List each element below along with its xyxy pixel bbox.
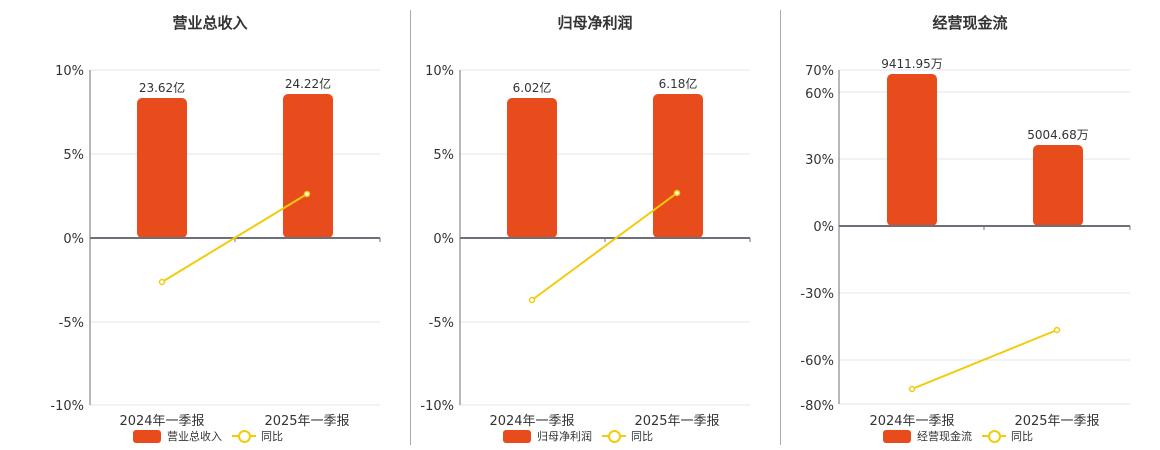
- panel-divider: [410, 10, 411, 445]
- svg-text:2025年一季报: 2025年一季报: [1014, 414, 1099, 429]
- bar: [653, 94, 703, 238]
- svg-text:-10%: -10%: [420, 399, 454, 414]
- svg-text:0%: 0%: [813, 220, 834, 235]
- svg-text:10%: 10%: [425, 64, 454, 79]
- chart-plot: 10% 5% 0% -5% -10% 23.62亿 24.22亿 2024年一季…: [50, 64, 381, 429]
- bar: [283, 94, 333, 238]
- svg-text:24.22亿: 24.22亿: [285, 76, 331, 91]
- legend-line-label[interactable]: 同比: [1011, 430, 1033, 443]
- legend-bar-label[interactable]: 经营现金流: [917, 430, 972, 443]
- svg-text:10%: 10%: [55, 64, 84, 79]
- legend-line-label[interactable]: 同比: [261, 430, 283, 443]
- legend-bar-label[interactable]: 归母净利润: [537, 430, 592, 443]
- svg-text:6.18亿: 6.18亿: [659, 76, 698, 91]
- svg-text:2024年一季报: 2024年一季报: [869, 414, 954, 429]
- legend-bar-swatch[interactable]: [133, 429, 161, 443]
- chart-plot: 70% 60% 30% 0% -30% -60% -80% 9411.95万 5…: [800, 57, 1131, 429]
- svg-text:2024年一季报: 2024年一季报: [119, 414, 204, 429]
- chart-title: 归母净利润: [557, 14, 633, 32]
- chart-panel-revenue: 营业总收入 10% 5% 0% -5% -10% 23.62亿 24.22亿 2…: [0, 0, 410, 450]
- chart-plot: 10% 5% 0% -5% -10% 6.02亿 6.18亿 2024年一季报 …: [420, 64, 751, 429]
- legend-line-icon[interactable]: [982, 430, 1006, 443]
- svg-text:-5%: -5%: [429, 316, 454, 331]
- svg-text:-80%: -80%: [800, 399, 834, 414]
- svg-text:-60%: -60%: [800, 354, 834, 369]
- bar: [1033, 145, 1083, 226]
- legend: 经营现金流 同比: [883, 428, 1033, 444]
- panel-divider: [780, 10, 781, 445]
- svg-text:2024年一季报: 2024年一季报: [489, 414, 574, 429]
- svg-text:60%: 60%: [805, 87, 834, 102]
- chart-title: 营业总收入: [172, 14, 248, 32]
- svg-text:9411.95万: 9411.95万: [881, 57, 943, 71]
- svg-text:6.02亿: 6.02亿: [513, 80, 552, 95]
- chart-panel-net-profit: 归母净利润 10% 5% 0% -5% -10% 6.02亿 6.18亿 202…: [410, 0, 780, 450]
- svg-text:-5%: -5%: [59, 316, 84, 331]
- bar: [887, 74, 937, 226]
- svg-text:5%: 5%: [63, 148, 84, 163]
- legend-line-icon[interactable]: [602, 430, 626, 443]
- legend-bar-label[interactable]: 营业总收入: [167, 430, 222, 443]
- legend-line-label[interactable]: 同比: [631, 430, 653, 443]
- svg-text:70%: 70%: [805, 64, 834, 79]
- chart-title: 经营现金流: [932, 14, 1008, 32]
- legend: 营业总收入 同比: [133, 428, 283, 444]
- svg-text:2025年一季报: 2025年一季报: [264, 414, 349, 429]
- svg-text:5%: 5%: [433, 148, 454, 163]
- svg-text:-10%: -10%: [50, 399, 84, 414]
- chart-panel-operating-cash-flow: 经营现金流 70% 60% 30% 0% -30% -60% -80% 9411…: [780, 0, 1160, 450]
- svg-text:0%: 0%: [433, 232, 454, 247]
- bar: [507, 98, 557, 238]
- legend-bar-swatch[interactable]: [883, 429, 911, 443]
- svg-text:2025年一季报: 2025年一季报: [634, 414, 719, 429]
- svg-text:5004.68万: 5004.68万: [1027, 128, 1089, 142]
- svg-text:23.62亿: 23.62亿: [139, 80, 185, 95]
- bar: [137, 98, 187, 238]
- svg-text:-30%: -30%: [800, 287, 834, 302]
- legend: 归母净利润 同比: [503, 428, 653, 444]
- legend-line-icon[interactable]: [232, 430, 256, 443]
- svg-text:30%: 30%: [805, 153, 834, 168]
- svg-text:0%: 0%: [63, 232, 84, 247]
- legend-bar-swatch[interactable]: [503, 429, 531, 443]
